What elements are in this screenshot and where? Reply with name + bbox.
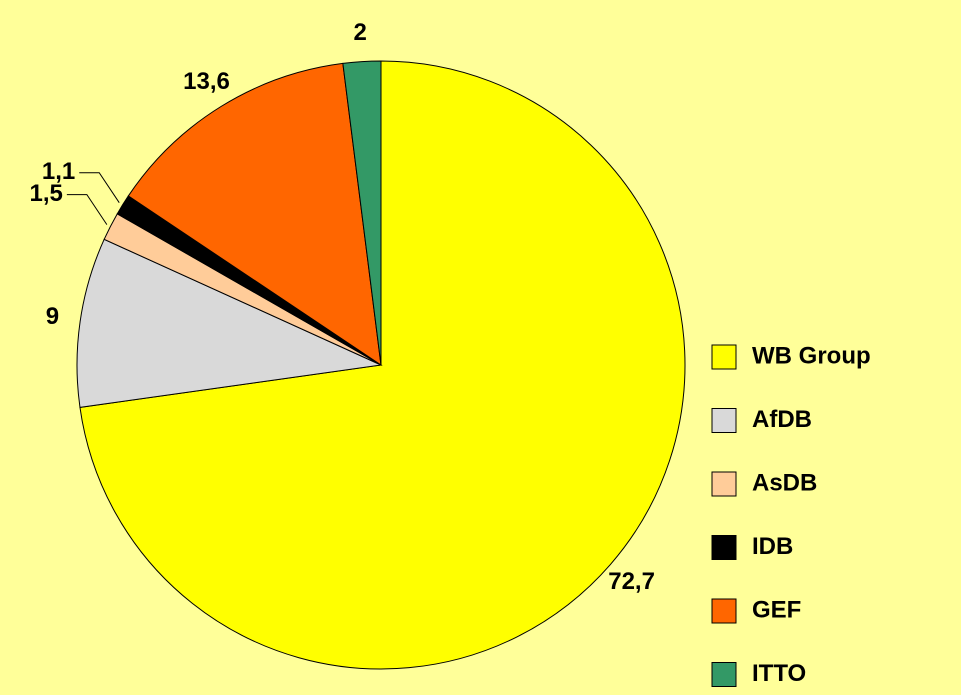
data-label: 1,1 xyxy=(42,158,75,185)
legend-swatch xyxy=(711,598,737,624)
data-label: 1,5 xyxy=(29,180,62,207)
legend-label: AsDB xyxy=(752,469,817,496)
legend-swatch xyxy=(711,408,737,433)
legend-label: ITTO xyxy=(752,660,806,687)
data-label: 2 xyxy=(353,19,366,46)
legend-label: WB Group xyxy=(752,342,871,369)
legend-swatch xyxy=(711,344,737,370)
data-label: 13,6 xyxy=(183,68,230,95)
legend-label: GEF xyxy=(752,596,801,623)
data-label: 9 xyxy=(46,303,59,330)
pie-slice xyxy=(342,60,382,366)
pie-slice xyxy=(127,62,382,367)
data-label: 72,7 xyxy=(608,568,655,595)
pie-slice xyxy=(76,238,383,408)
legend-swatch xyxy=(711,535,737,560)
legend-swatch xyxy=(711,471,737,497)
leader-line xyxy=(66,194,108,225)
leader-line xyxy=(79,172,120,203)
legend-label: AfDB xyxy=(752,406,812,433)
legend-label: IDB xyxy=(752,533,793,560)
legend-swatch xyxy=(711,662,737,687)
pie-slice xyxy=(79,60,686,670)
